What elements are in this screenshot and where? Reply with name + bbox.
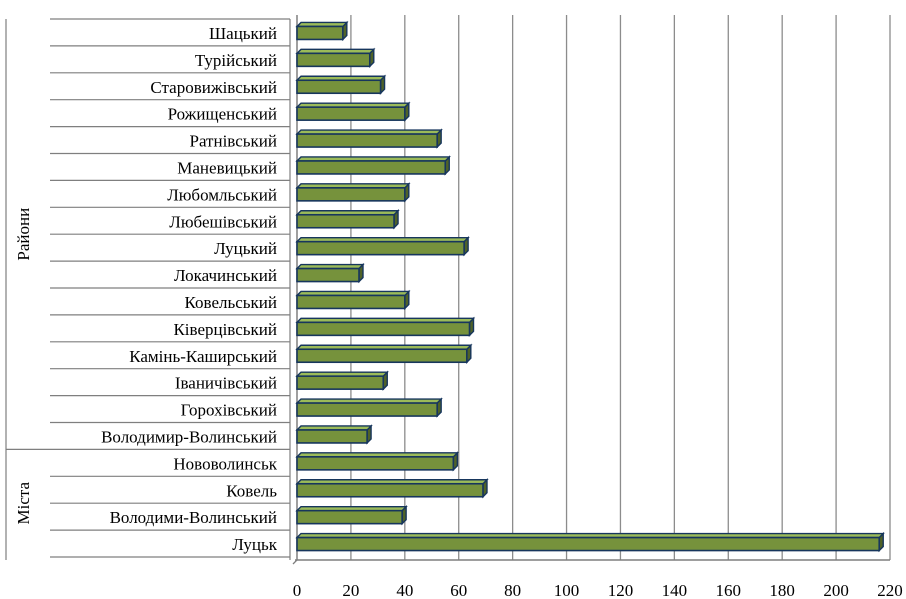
category-label: Володимир-Волинський [101,427,277,446]
x-tick-label: 140 [662,581,688,599]
category-label: Локачинський [174,266,277,285]
bar [295,262,365,284]
category-label: Луцький [214,239,277,258]
bar [295,20,349,42]
x-tick-label: 160 [716,581,742,599]
x-tick-labels: 0 20 40 60 80 100 120 140 160 180 200 220 [293,581,903,599]
bar [295,155,451,176]
y-axis-wall [292,15,298,565]
bar [295,370,389,391]
category-label: Любешівський [169,212,277,231]
x-tick-label: 60 [450,581,467,599]
bar [295,397,443,418]
bar [295,531,885,553]
category-label: Ратнівський [190,132,278,151]
x-tick-label: 40 [396,581,413,599]
bar [295,451,460,472]
group-label: Райони [14,208,33,261]
category-label: Маневицький [177,158,277,177]
bar [295,101,411,122]
bar [295,289,411,311]
category-label: Нововолинськ [173,454,277,473]
bar [295,316,476,338]
bar [295,424,373,445]
bar [295,209,400,230]
x-tick-label: 0 [293,581,302,599]
x-tick-label: 200 [823,581,849,599]
x-tick-label: 120 [608,581,634,599]
bar [295,74,387,95]
category-label: Володими-Волинський [110,508,277,527]
bar [295,235,470,257]
bar [295,128,443,149]
grid-lines [292,15,891,565]
group-label: Міста [14,481,33,524]
category-label: Іваничівський [175,374,277,393]
bar [295,504,408,526]
category-label: Луцьк [232,535,277,554]
bars [295,20,885,553]
category-label: Камінь-Каширський [129,347,277,366]
category-label: Ковельський [185,293,277,312]
bar [295,182,411,203]
x-tick-label: 80 [504,581,521,599]
bar [295,478,489,499]
category-label: Старовижівський [150,78,277,97]
bar [295,343,473,364]
category-labels: Шацький Турійський Старовижівський Рожищенс… [101,24,278,554]
category-label: Турійський [195,51,277,70]
bar [295,47,376,69]
category-label: Рожищенський [168,105,277,124]
category-label: Ковель [226,481,277,500]
x-tick-label: 180 [769,581,795,599]
category-label: Ківерцівський [173,320,277,339]
x-tick-label: 100 [554,581,580,599]
category-label: Любомльський [167,185,277,204]
category-label: Шацький [209,24,277,43]
category-label: Горохівський [181,401,277,420]
x-tick-label: 220 [877,581,903,599]
group-axis: Райони Міста [5,18,291,560]
x-tick-label: 20 [342,581,359,599]
